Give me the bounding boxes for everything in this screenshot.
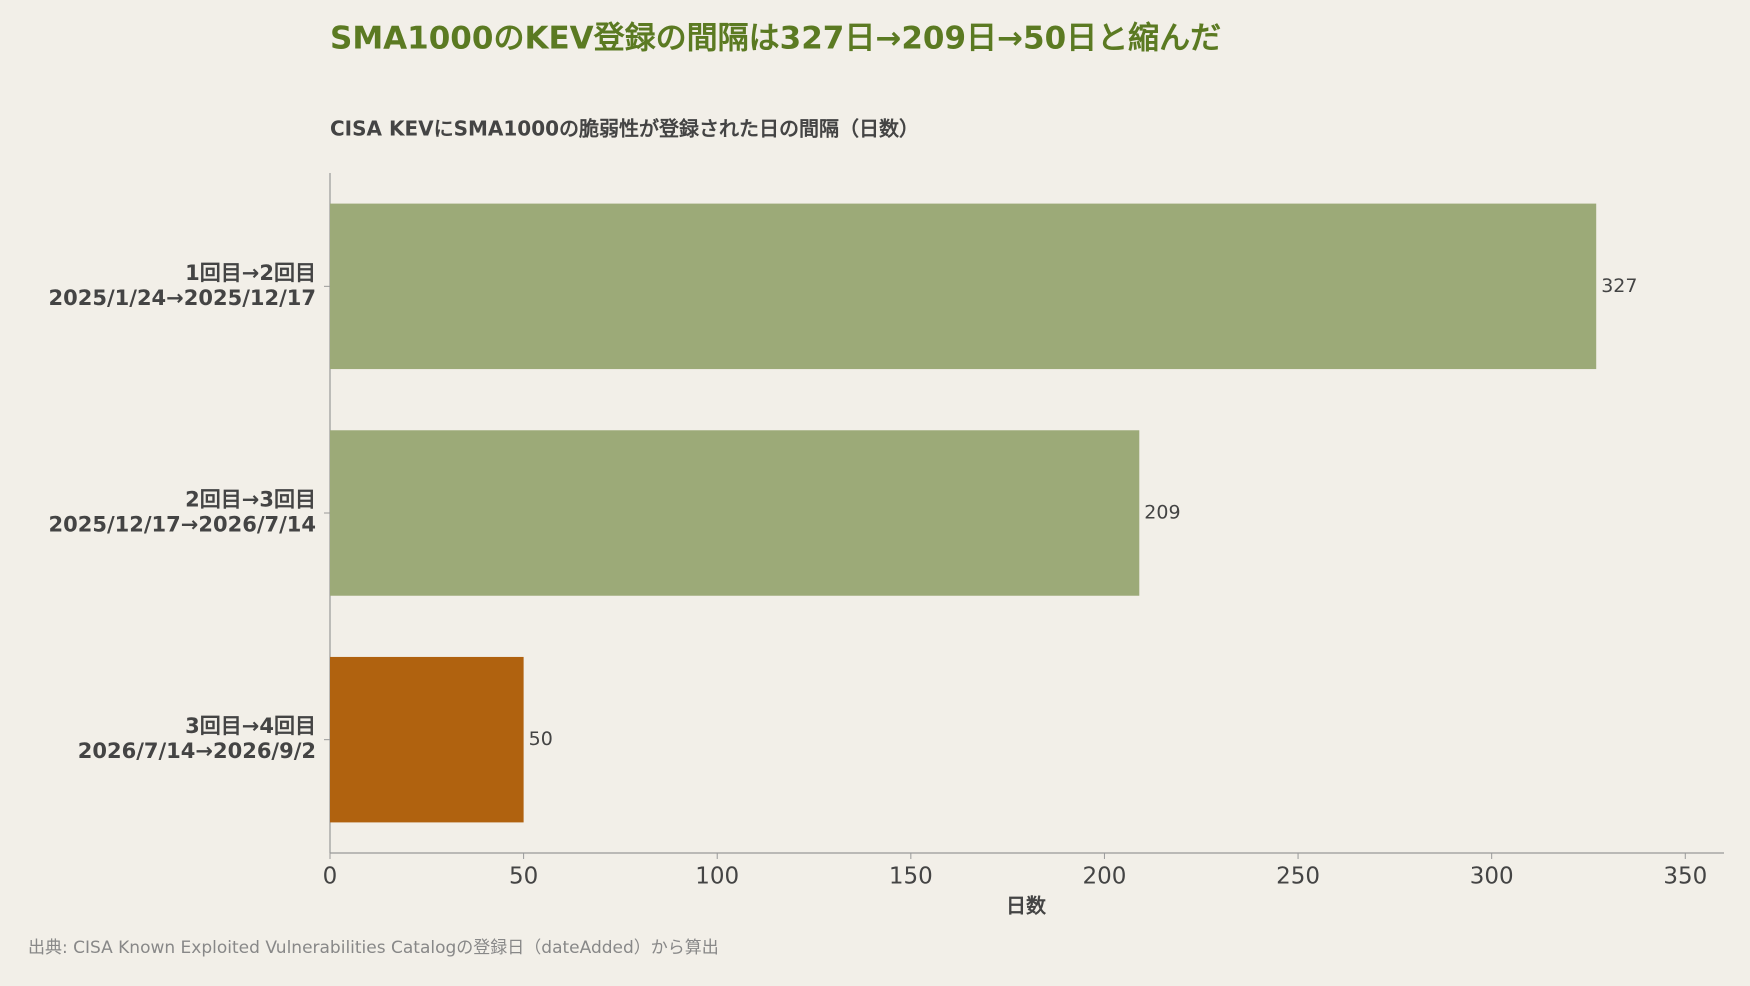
x-tick-label: 200 xyxy=(1082,864,1126,890)
x-tick-label: 300 xyxy=(1470,864,1514,890)
y-tick-label: 2025/1/24→2025/12/17 xyxy=(49,286,316,310)
source-note: 出典: CISA Known Exploited Vulnerabilities… xyxy=(28,938,719,958)
x-tick-label: 50 xyxy=(509,864,538,890)
x-tick-label: 150 xyxy=(889,864,933,890)
y-tick-label: 3回目→4回目 xyxy=(185,714,316,738)
chart-subtitle: CISA KEVにSMA1000の脆弱性が登録された日の間隔（日数） xyxy=(330,117,919,141)
value-label: 50 xyxy=(529,728,553,750)
x-tick-label: 350 xyxy=(1663,864,1707,890)
chart-title: SMA1000のKEV登録の間隔は327日→209日→50日と縮んだ xyxy=(330,21,1221,57)
y-tick-label: 2025/12/17→2026/7/14 xyxy=(49,513,316,537)
x-tick-label: 250 xyxy=(1276,864,1320,890)
bar xyxy=(330,656,524,823)
y-tick-label: 2回目→3回目 xyxy=(185,488,316,512)
bar xyxy=(330,430,1140,596)
x-tick-label: 0 xyxy=(323,864,338,890)
value-label: 327 xyxy=(1601,275,1637,297)
x-axis-label: 日数 xyxy=(1006,894,1047,918)
bar xyxy=(330,203,1597,370)
y-tick-label: 1回目→2回目 xyxy=(185,261,316,285)
value-label: 209 xyxy=(1144,502,1180,524)
x-tick-label: 100 xyxy=(695,864,739,890)
y-tick-label: 2026/7/14→2026/9/2 xyxy=(78,739,316,763)
